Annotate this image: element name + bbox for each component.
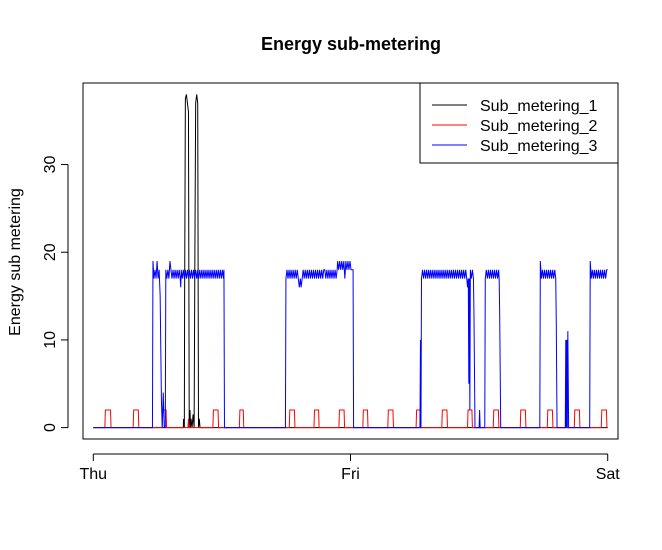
y-tick-label: 10 [42, 331, 59, 349]
series-line-sub-metering-1 [93, 94, 608, 429]
y-tick-label: 20 [42, 243, 59, 261]
x-tick-label: Thu [79, 466, 107, 483]
series-line-sub-metering-3 [93, 260, 608, 429]
y-tick-label: 30 [42, 156, 59, 174]
legend-label: Sub_metering_2 [480, 118, 598, 135]
legend-label: Sub_metering_3 [480, 138, 598, 155]
y-axis-label: Energy sub metering [7, 188, 24, 336]
chart-title: Energy sub-metering [261, 34, 441, 54]
legend-box [419, 82, 619, 164]
plot-lines [93, 94, 608, 429]
legend: Sub_metering_1 Sub_metering_2 Sub_metering… [419, 82, 619, 164]
plot-frame [82, 82, 619, 440]
x-axis: Thu Fri Sat [79, 453, 621, 483]
y-tick-label: 0 [42, 423, 59, 432]
y-axis: 0 10 20 30 [42, 156, 69, 432]
x-tick-label: Fri [341, 466, 360, 483]
legend-label: Sub_metering_1 [480, 98, 598, 115]
x-tick-label: Sat [596, 466, 621, 483]
